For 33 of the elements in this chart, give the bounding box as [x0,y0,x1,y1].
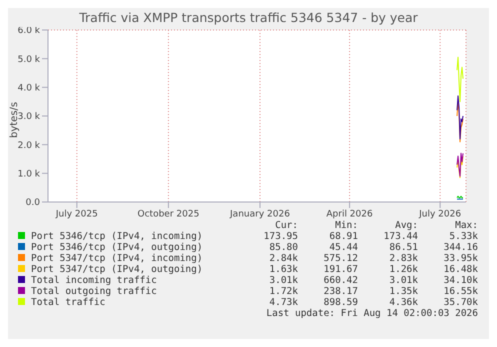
y-tick-label: 2.0 k [18,140,41,151]
line-series [456,56,464,102]
legend-label: Total traffic [30,297,106,308]
x-tick-label: July 2025 [54,209,98,220]
y-axis-title: bytes/s [9,102,20,138]
x-tick-label: January 2026 [229,209,290,220]
text: Last update: Fri Aug 14 02:00:03 2026 [265,308,479,319]
legend-label: Port 5346/tcp (IPv4, incoming) [30,231,204,242]
y-tick-label: 1.0 k [18,170,41,180]
text: 2.84k 575.12 2.83k 33.95k [269,253,478,264]
line-series [456,95,464,140]
legend-label: Port 5347/tcp (IPv4, outgoing) [30,264,204,275]
y-tick-label: 5.0 k [18,54,41,65]
text: 85.80 45.44 86.51 344.16 [269,242,478,253]
legend-label: Port 5346/tcp (IPv4, outgoing) [30,242,204,253]
x-tick-label: July 2026 [418,209,462,220]
chart-title: Traffic via XMPP transports traffic 5346 5347 - by year [78,9,419,27]
x-tick-label: October 2025 [138,209,200,220]
legend-label: Total outgoing traffic [30,286,158,297]
text: 1.63k 191.67 1.26k 16.48k [269,264,478,275]
text: 3.01k 660.42 3.01k 34.10k [269,275,478,286]
text: 1.72k 238.17 1.35k 16.55k [269,286,478,297]
y-tick-label: 4.0 k [18,84,41,94]
legend-label: Total incoming traffic [30,275,158,286]
legend-label: Port 5347/tcp (IPv4, incoming) [30,253,204,264]
line-series [456,101,464,142]
x-tick-label: April 2026 [326,209,373,220]
text: 4.73k 898.59 4.36k 35.70k [269,297,478,308]
line-series [456,152,464,177]
text: 173.95 68.91 173.44 5.33k [264,231,478,242]
y-tick-label: 3.0 k [18,112,41,122]
text: Cur: Min: Avg: Max: [275,220,478,231]
y-tick-label: 0.0 [26,198,40,208]
